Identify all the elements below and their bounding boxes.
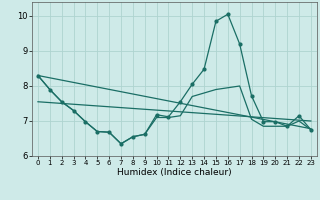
X-axis label: Humidex (Indice chaleur): Humidex (Indice chaleur) — [117, 168, 232, 177]
